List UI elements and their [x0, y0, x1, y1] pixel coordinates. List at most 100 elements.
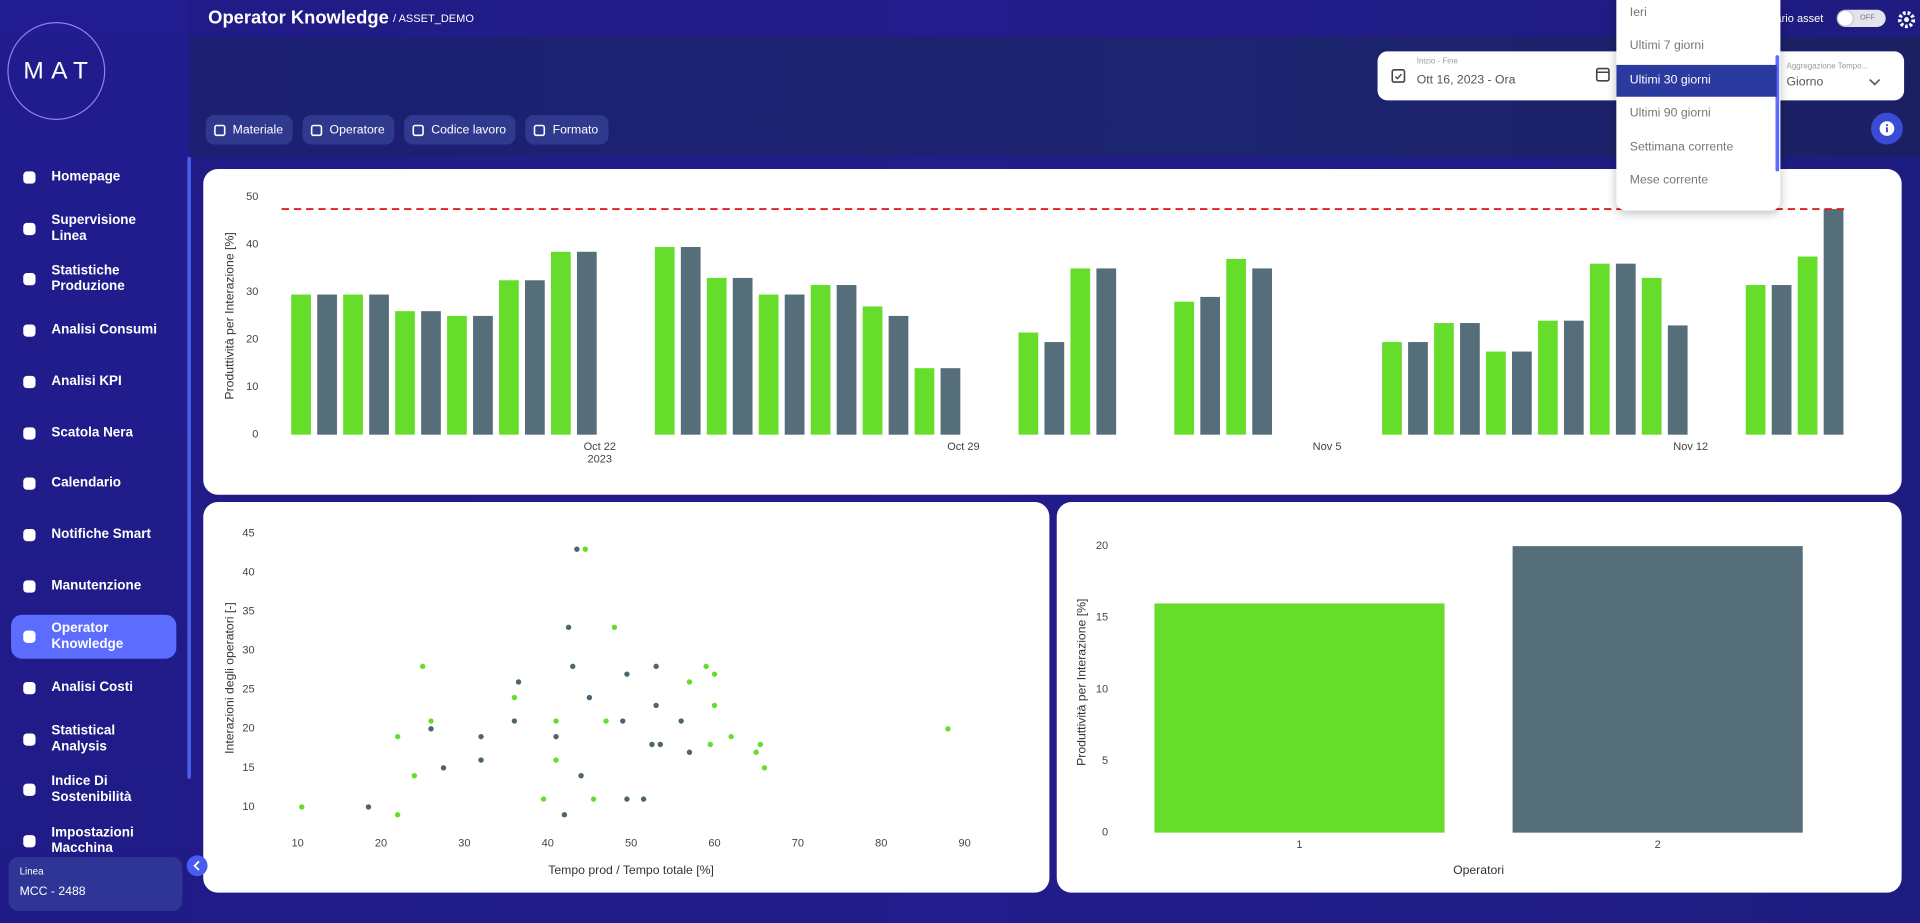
date-range-value[interactable]: Ott 16, 2023 - Ora: [1416, 73, 1516, 87]
scatter-point: [574, 546, 580, 552]
nav-item[interactable]: Analisi KPI: [11, 360, 176, 404]
nav-icon: [23, 324, 36, 337]
bar: [369, 294, 389, 435]
bar: [1154, 603, 1445, 833]
icon-shape: [23, 324, 36, 337]
bar: [1745, 285, 1766, 435]
collapse-button[interactable]: [186, 855, 208, 877]
x-tick-label: 90: [958, 838, 970, 850]
nav-item[interactable]: Operator Knowledge: [11, 615, 177, 660]
filter-chip[interactable]: Formato: [525, 115, 609, 145]
dropdown-chevron[interactable]: [1867, 77, 1882, 87]
nav-item[interactable]: Statistiche Produzione: [11, 258, 176, 302]
nav-item[interactable]: Analisi Consumi: [11, 309, 176, 353]
dropdown-option[interactable]: Mese corrente: [1629, 173, 1709, 188]
chip-label: Codice lavoro: [431, 123, 507, 137]
nav-item[interactable]: Analisi Costi: [11, 666, 176, 710]
bar: [1226, 258, 1247, 435]
scatter-point: [757, 741, 764, 748]
x-tick-label: Nov 5: [1313, 441, 1342, 453]
filter-chip[interactable]: Operatore: [302, 115, 395, 145]
y-tick-label: 35: [242, 606, 254, 618]
bar: [758, 294, 779, 435]
scatter-point: [711, 702, 718, 709]
dropdown-option[interactable]: Ieri: [1629, 6, 1647, 20]
y-tick-label: 5: [1102, 755, 1108, 767]
bar: [1797, 256, 1818, 435]
info-button[interactable]: [1871, 112, 1903, 145]
scatter-point: [582, 546, 588, 552]
scrollbar: [187, 156, 192, 779]
nav-label: Analisi KPI: [51, 373, 122, 389]
scatter-point: [365, 804, 372, 810]
line-selector[interactable]: Linea MCC - 2488: [8, 857, 183, 912]
y-axis-title: Produttività per Interazione [%]: [222, 232, 236, 399]
nav-label: Impostazioni Macchina: [51, 825, 134, 857]
scatter-point: [707, 741, 714, 748]
bar: [914, 368, 935, 435]
bar: [1486, 351, 1506, 435]
nav-item[interactable]: Indice Di Sostenibilità: [11, 768, 176, 812]
page-title: Operator Knowledge: [208, 7, 389, 29]
x-tick-label: 40: [542, 838, 554, 850]
aggregation-value[interactable]: Giorno: [1786, 75, 1824, 90]
dropdown-option[interactable]: Settimana corrente: [1629, 140, 1734, 154]
scatter-point: [419, 663, 426, 670]
nav-item[interactable]: Scatola Nera: [11, 411, 176, 455]
nav-item[interactable]: Notifiche Smart: [11, 513, 176, 557]
x-tick-label: 80: [875, 838, 887, 850]
asset-toggle[interactable]: OFF: [1836, 9, 1886, 27]
settings-button[interactable]: [1897, 10, 1917, 30]
dropdown-option[interactable]: Ultimi 90 giorni: [1629, 106, 1711, 121]
chevron-icon: [193, 860, 200, 871]
nav-item[interactable]: Manutenzione: [11, 564, 176, 608]
y-tick-label: 0: [1102, 827, 1108, 839]
dropdown-option[interactable]: Ultimi 7 giorni: [1629, 39, 1704, 54]
nav-item[interactable]: Statistical Analysis: [11, 717, 176, 761]
nav-label: Analisi Costi: [51, 680, 134, 695]
scatter-point: [411, 772, 418, 779]
scatter-point: [586, 694, 593, 701]
icon-shape: [23, 579, 36, 593]
nav-label: Supervisione Linea: [51, 212, 137, 244]
icon-shape: [23, 477, 36, 491]
icon-shape: [23, 273, 36, 286]
x-tick-label: 10: [291, 838, 303, 850]
bar: [836, 285, 857, 435]
y-tick-label: 45: [242, 527, 254, 539]
line-label: Linea: [19, 865, 44, 877]
x-tick-label: 2: [1655, 839, 1661, 851]
nav-item[interactable]: Calendario: [11, 462, 176, 506]
nav-label: Statistical Analysis: [51, 723, 116, 754]
nav-item[interactable]: Impostazioni Macchina: [11, 819, 176, 863]
y-tick-label: 0: [252, 429, 258, 441]
x-tick-label: 50: [625, 838, 637, 850]
scatter-point: [703, 663, 709, 670]
info-icon: [1885, 127, 1888, 133]
bar: [732, 277, 753, 435]
scatter-point: [515, 679, 522, 685]
scatter-point: [553, 718, 559, 724]
scatter-point: [394, 733, 401, 740]
bar: [940, 368, 961, 435]
chip-label: Materiale: [232, 123, 284, 137]
icon-shape: [412, 124, 425, 136]
calendar-icon[interactable]: [1595, 66, 1611, 82]
bar: [1537, 320, 1558, 435]
dropdown-option[interactable]: Ultimi 30 giorni: [1616, 64, 1777, 97]
nav-label: Scatola Nera: [51, 424, 134, 440]
filter-chip[interactable]: Codice lavoro: [404, 115, 516, 145]
filter-chip[interactable]: Materiale: [205, 115, 293, 145]
bar: [447, 315, 467, 435]
icon-shape: [23, 784, 36, 797]
y-tick-label: 25: [242, 684, 254, 696]
x-tick-label: Oct 22 2023: [584, 441, 616, 466]
nav-item[interactable]: Supervisione Linea: [11, 207, 176, 251]
page-subtitle: / ASSET_DEMO: [393, 12, 474, 25]
nav-item[interactable]: Homepage: [11, 156, 176, 200]
icon-shape: [214, 124, 226, 136]
chip-icon: [412, 124, 425, 136]
toggle-knob: [1837, 11, 1853, 26]
button-bg: [186, 855, 208, 877]
